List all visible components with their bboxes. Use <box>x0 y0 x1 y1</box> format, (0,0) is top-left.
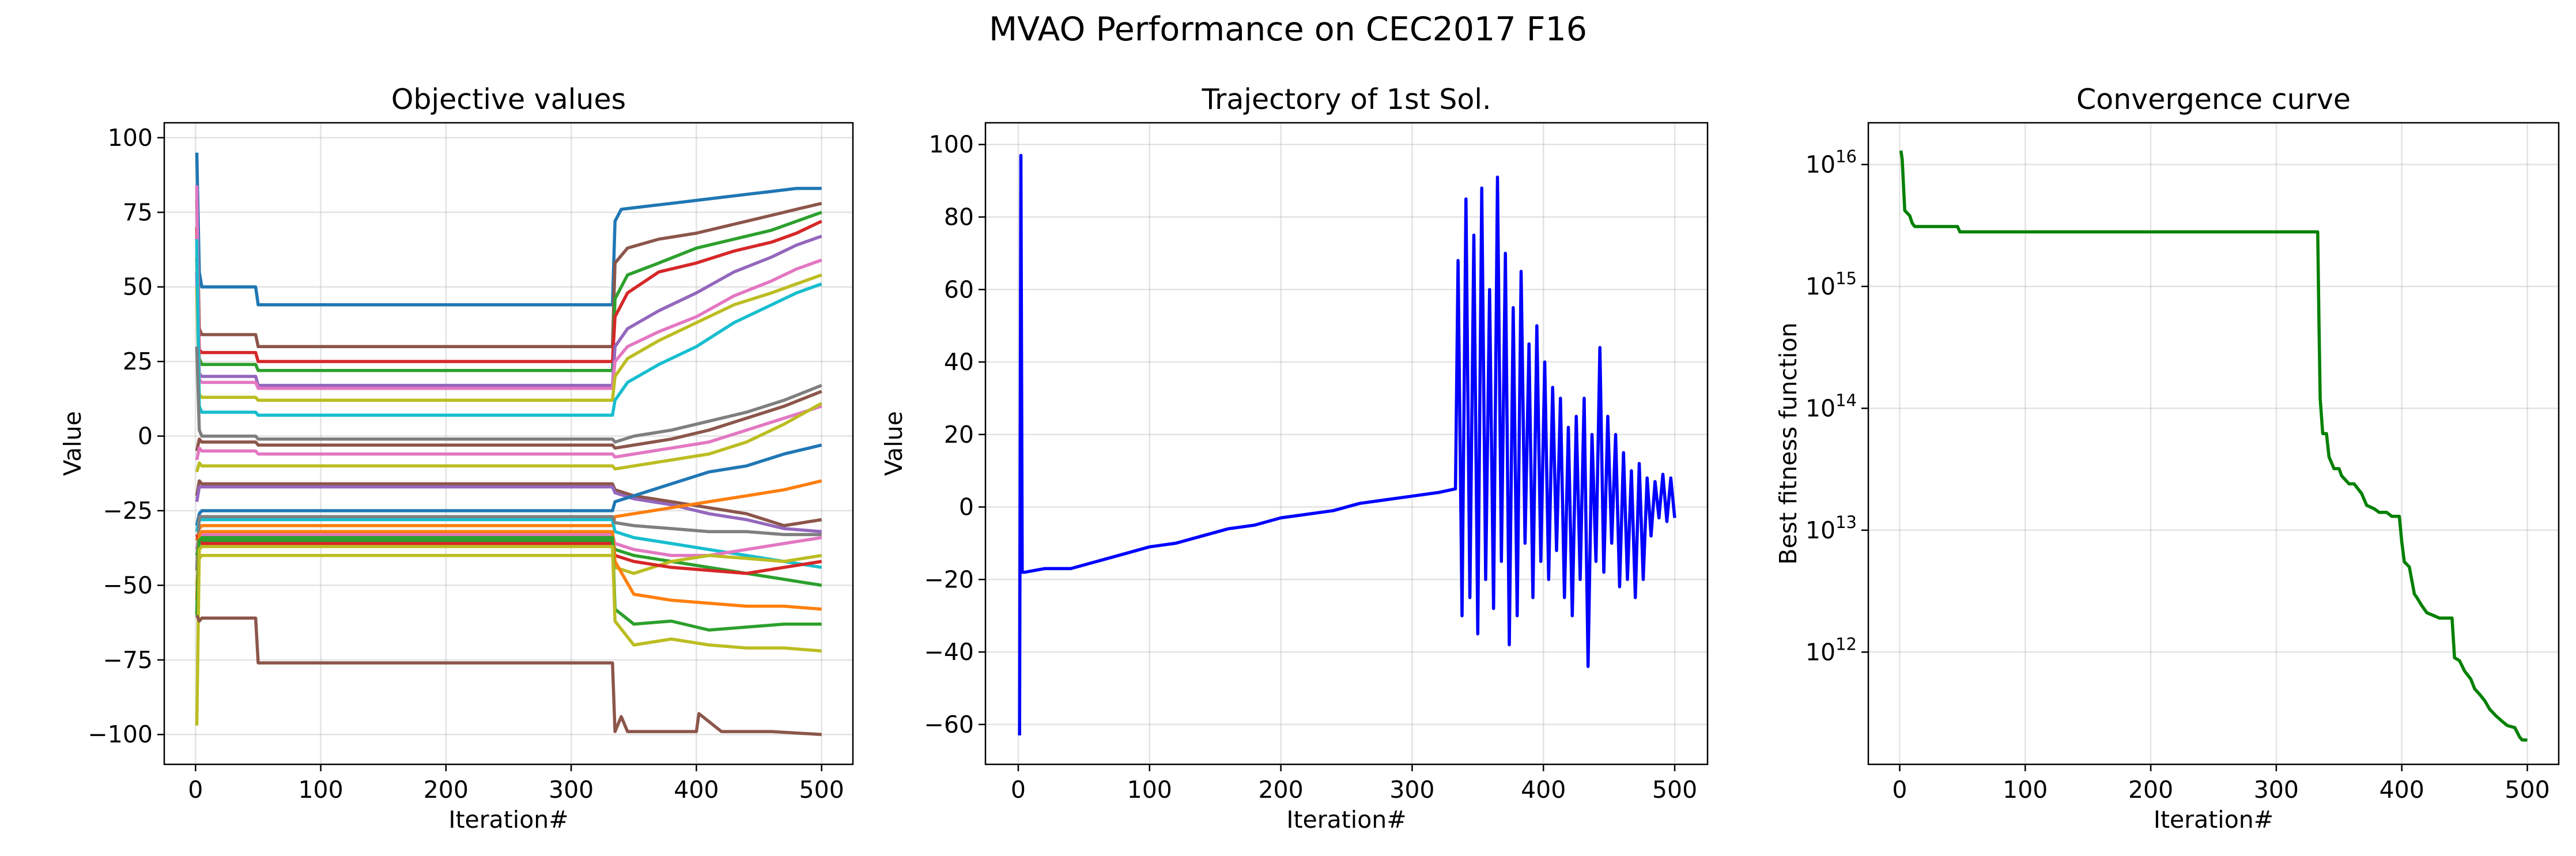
panel-title: Trajectory of 1st Sol. <box>1201 83 1491 116</box>
series-group <box>1018 153 1676 736</box>
series-line-5 <box>195 235 822 387</box>
series-line-4 <box>195 220 822 363</box>
axes-frame <box>984 122 1709 766</box>
x-tick-label: 500 <box>1652 776 1697 804</box>
series-line-3 <box>195 210 822 372</box>
series-line-14 <box>195 485 822 533</box>
x-tick-label: 0 <box>1892 776 1907 804</box>
series-line-1 <box>1899 150 2528 742</box>
y-tick-label: −40 <box>924 638 974 666</box>
y-tick-label: −50 <box>103 571 153 599</box>
objective-values-panel: 0 100 200 300 400 500 −100 −75 −50 −25 0 25 50 75 100 O… <box>59 83 854 834</box>
y-axis-label: Value <box>880 411 908 476</box>
series-line-2 <box>195 200 822 349</box>
x-tick-label: 400 <box>674 776 719 804</box>
axes-frame <box>163 122 854 766</box>
y-axis-label: Value <box>59 411 86 476</box>
x-tick-label: 500 <box>799 776 844 804</box>
y-tick-label: −20 <box>924 565 974 593</box>
panel-title: Objective values <box>391 83 626 116</box>
y-tick-label: 0 <box>138 423 153 450</box>
x-tick-label: 100 <box>298 776 343 804</box>
x-tick-label: 200 <box>2128 776 2173 804</box>
y-tick-label: −75 <box>103 646 153 674</box>
series-group <box>1899 150 2528 742</box>
series-line-17 <box>195 518 822 570</box>
series-line-7 <box>195 273 822 402</box>
series-line-15 <box>195 443 822 526</box>
grid-lines <box>1868 123 2559 764</box>
series-line-9 <box>195 346 822 444</box>
series-line-11 <box>195 405 822 461</box>
ticks: 0 100 200 300 400 500 −60 −40 −20 0 20 40 60 80 100 <box>924 131 1697 804</box>
x-tick-label: 400 <box>2379 776 2424 804</box>
x-tick-label: 100 <box>2003 776 2048 804</box>
series-line-26 <box>195 614 822 736</box>
y-tick-label: 1013 <box>1806 512 1857 544</box>
axes-frame <box>1867 122 2560 766</box>
series-line-16 <box>195 479 822 541</box>
series-line-1 <box>1018 153 1676 736</box>
series-line-1 <box>195 152 822 307</box>
x-tick-label: 0 <box>1011 776 1026 804</box>
series-line-25 <box>195 545 822 726</box>
convergence-panel: 0 100 200 300 400 500 1012 1013 1014 1015 1016 Conv… <box>1774 83 2560 834</box>
ticks: 0 100 200 300 400 500 −100 −75 −50 −25 0 25 50 75 100 <box>88 124 844 804</box>
y-tick-label: −60 <box>924 711 974 738</box>
y-tick-label: 40 <box>944 348 974 376</box>
x-tick-label: 300 <box>2254 776 2299 804</box>
y-tick-label: 75 <box>123 198 153 226</box>
y-tick-label: 1016 <box>1806 146 1857 178</box>
y-tick-label: 1014 <box>1806 390 1857 422</box>
series-line-6 <box>195 185 822 390</box>
y-tick-label: 100 <box>108 124 153 152</box>
figure-suptitle: MVAO Performance on CEC2017 F16 <box>989 10 1587 48</box>
series-group <box>195 152 823 736</box>
y-tick-label: 60 <box>944 276 974 303</box>
x-tick-label: 500 <box>2505 776 2549 804</box>
y-tick-label: 50 <box>123 273 153 301</box>
series-line-12 <box>195 402 823 473</box>
y-axis-label: Best fitness function <box>1774 322 1802 564</box>
x-axis-label: Iteration# <box>448 806 568 834</box>
series-line-8 <box>195 239 822 417</box>
y-tick-label: 80 <box>944 203 974 231</box>
x-tick-label: 400 <box>1521 776 1566 804</box>
series-line-23 <box>195 530 822 611</box>
x-tick-label: 200 <box>1258 776 1303 804</box>
y-tick-label: 1015 <box>1806 269 1857 300</box>
y-tick-label: 100 <box>929 131 974 159</box>
x-tick-label: 100 <box>1127 776 1172 804</box>
x-axis-label: Iteration# <box>2154 806 2273 834</box>
x-axis-label: Iteration# <box>1286 806 1406 834</box>
series-line-19 <box>195 515 822 571</box>
y-tick-label: 0 <box>959 493 974 521</box>
x-tick-label: 0 <box>188 776 203 804</box>
y-tick-label: 20 <box>944 421 974 448</box>
x-tick-label: 300 <box>549 776 594 804</box>
series-line-10 <box>195 390 822 451</box>
x-tick-label: 200 <box>424 776 469 804</box>
ticks: 0 100 200 300 400 500 1012 1013 1014 1015 1016 <box>1806 146 2550 804</box>
y-tick-label: −100 <box>88 721 153 748</box>
y-tick-label: 1012 <box>1806 634 1857 666</box>
x-tick-label: 300 <box>1389 776 1434 804</box>
y-tick-label: 25 <box>123 348 153 375</box>
y-tick-label: −25 <box>103 497 153 525</box>
panel-title: Convergence curve <box>2076 83 2351 116</box>
trajectory-panel: 0 100 200 300 400 500 −60 −40 −20 0 20 40 60 80 100 Tra… <box>880 83 1709 834</box>
